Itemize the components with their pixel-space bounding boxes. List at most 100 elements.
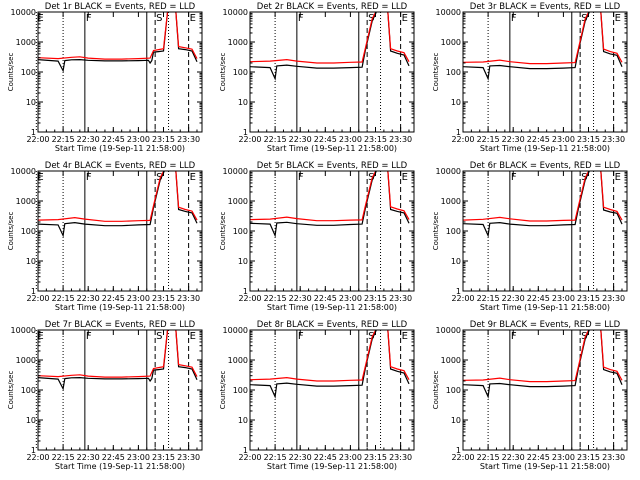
- xtick-label: 23:15: [152, 135, 175, 144]
- events-series-line: [250, 12, 410, 81]
- ytick-label: 1: [31, 446, 36, 455]
- xtick-label: 22:00: [238, 453, 261, 462]
- xtick-label: 23:15: [364, 453, 387, 462]
- marker-label: F: [298, 172, 304, 183]
- events-series-line: [463, 330, 623, 399]
- y-axis-label: Counts/sec: [7, 53, 15, 92]
- ytick-label: 1000: [228, 356, 248, 365]
- x-axis-label: Start Time (19-Sep-11 21:58:00): [267, 303, 397, 312]
- marker-label: S: [156, 331, 162, 342]
- ytick-label: 1: [31, 128, 36, 137]
- x-axis-label: Start Time (19-Sep-11 21:58:00): [480, 303, 610, 312]
- xtick-label: 22:30: [289, 135, 312, 144]
- xtick-label: 22:15: [52, 294, 75, 303]
- ytick-label: 10000: [436, 326, 461, 335]
- xtick-label: 22:15: [477, 294, 500, 303]
- xtick-label: 22:15: [52, 135, 75, 144]
- marker-label: E: [402, 172, 408, 183]
- xtick-label: 22:15: [264, 453, 287, 462]
- xtick-label: 23:00: [552, 294, 575, 303]
- xtick-label: 22:15: [477, 135, 500, 144]
- y-axis-label: Counts/sec: [432, 53, 440, 92]
- xtick-label: 22:45: [314, 135, 337, 144]
- marker-label: F: [86, 172, 92, 183]
- xtick-label: 23:30: [602, 294, 625, 303]
- xtick-label: 22:30: [289, 453, 312, 462]
- ytick-label: 10: [451, 98, 461, 107]
- ytick-label: 10000: [223, 167, 248, 176]
- xtick-label: 23:00: [127, 453, 150, 462]
- ytick-label: 100: [446, 68, 461, 77]
- xtick-label: 23:30: [602, 453, 625, 462]
- ytick-label: 1000: [16, 197, 36, 206]
- ytick-label: 1: [456, 128, 461, 137]
- ytick-label: 1: [456, 446, 461, 455]
- xtick-label: 23:00: [127, 135, 150, 144]
- xtick-label: 23:15: [577, 135, 600, 144]
- xtick-label: 22:00: [451, 453, 474, 462]
- xtick-label: 23:30: [177, 135, 200, 144]
- ytick-label: 100: [21, 227, 36, 236]
- y-axis-label: Counts/sec: [432, 371, 440, 410]
- marker-label: E: [190, 331, 196, 342]
- ytick-label: 10: [238, 416, 248, 425]
- xtick-label: 23:30: [389, 135, 412, 144]
- ytick-label: 1: [243, 128, 248, 137]
- y-axis-label: Counts/sec: [7, 371, 15, 410]
- events-series-line: [463, 12, 623, 81]
- y-axis-label: Counts/sec: [219, 212, 227, 251]
- marker-label: F: [511, 13, 517, 24]
- ytick-label: 1000: [441, 356, 461, 365]
- lld-series-line: [250, 12, 410, 64]
- marker-label: S: [368, 13, 374, 24]
- y-axis-label: Counts/sec: [219, 371, 227, 410]
- ytick-label: 1000: [228, 197, 248, 206]
- chart-title: Det 8r BLACK = Events, RED = LLD: [257, 320, 408, 330]
- xtick-label: 22:15: [52, 453, 75, 462]
- xtick-label: 23:00: [552, 135, 575, 144]
- events-series-line: [250, 171, 410, 238]
- marker-label: F: [298, 331, 304, 342]
- x-axis-label: Start Time (19-Sep-11 21:58:00): [480, 144, 610, 153]
- ytick-label: 10: [26, 98, 36, 107]
- events-series-line: [38, 171, 198, 238]
- xtick-label: 23:00: [339, 453, 362, 462]
- events-series-line: [38, 330, 198, 391]
- ytick-label: 100: [21, 386, 36, 395]
- ytick-label: 10000: [11, 167, 36, 176]
- marker-label: S: [368, 331, 374, 342]
- xtick-label: 22:30: [77, 453, 100, 462]
- marker-label: F: [511, 331, 517, 342]
- chart-title: Det 6r BLACK = Events, RED = LLD: [470, 161, 621, 171]
- chart-title: Det 7r BLACK = Events, RED = LLD: [45, 320, 196, 330]
- ytick-label: 10: [451, 257, 461, 266]
- chart-title: Det 5r BLACK = Events, RED = LLD: [257, 161, 408, 171]
- xtick-label: 22:45: [527, 294, 550, 303]
- xtick-label: 22:45: [102, 453, 125, 462]
- ytick-label: 1: [243, 287, 248, 296]
- marker-label: F: [86, 13, 92, 24]
- ytick-label: 10: [26, 416, 36, 425]
- lld-series-line: [250, 171, 410, 222]
- xtick-label: 22:00: [238, 135, 261, 144]
- x-axis-label: Start Time (19-Sep-11 21:58:00): [480, 462, 610, 471]
- x-axis-label: Start Time (19-Sep-11 21:58:00): [267, 144, 397, 153]
- x-axis-label: Start Time (19-Sep-11 21:58:00): [55, 144, 185, 153]
- xtick-label: 23:30: [602, 135, 625, 144]
- xtick-label: 22:15: [264, 294, 287, 303]
- ytick-label: 1: [31, 287, 36, 296]
- xtick-label: 22:15: [264, 135, 287, 144]
- marker-label: E: [615, 172, 621, 183]
- ytick-label: 1000: [16, 356, 36, 365]
- chart-title: Det 1r BLACK = Events, RED = LLD: [45, 2, 196, 12]
- marker-label: F: [298, 13, 304, 24]
- xtick-label: 22:45: [314, 453, 337, 462]
- xtick-label: 22:30: [502, 453, 525, 462]
- ytick-label: 100: [233, 227, 248, 236]
- ytick-label: 100: [21, 68, 36, 77]
- marker-label: F: [86, 331, 92, 342]
